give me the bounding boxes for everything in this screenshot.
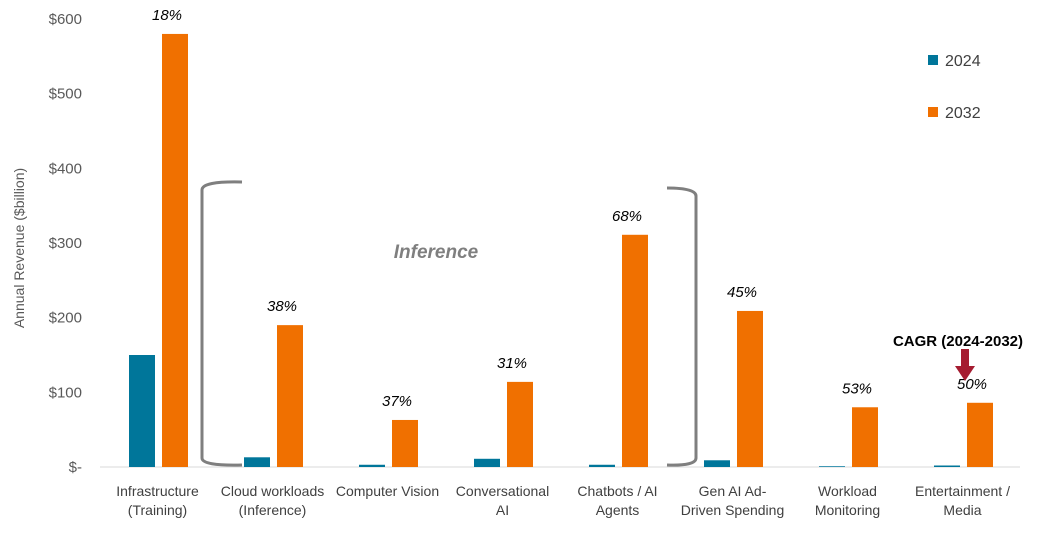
inference-bracket-left xyxy=(200,180,243,467)
category-label: Infrastructure xyxy=(116,483,199,499)
data-label: 18% xyxy=(152,7,182,24)
category-label: Gen AI Ad- xyxy=(699,483,767,499)
bar-2024 xyxy=(244,457,270,467)
legend-swatch xyxy=(928,107,938,117)
category-label: Driven Spending xyxy=(681,502,785,518)
inference-label: Inference xyxy=(394,242,479,263)
bar-2032 xyxy=(162,33,188,467)
category-label: Agents xyxy=(596,502,640,518)
data-labels: 18% 38% 37% 31% 68% 45% 53% 50% xyxy=(152,7,987,410)
y-tick-label: $- xyxy=(69,459,82,476)
category-label: AI xyxy=(496,502,509,518)
data-label: 37% xyxy=(382,393,412,410)
legend-swatch xyxy=(928,55,938,65)
category-label: Workload xyxy=(818,483,877,499)
category-label: Monitoring xyxy=(815,502,880,518)
bar-2032 xyxy=(622,234,648,467)
bar-2024 xyxy=(474,458,500,467)
cagr-label: CAGR (2024-2032) xyxy=(893,333,1023,350)
legend: 2024 2032 xyxy=(928,53,981,122)
annotations: Inference CAGR (2024-2032) xyxy=(200,180,1023,467)
bars xyxy=(129,33,993,467)
legend-label: 2024 xyxy=(945,53,981,70)
y-tick-label: $200 xyxy=(49,310,82,327)
bar-2024 xyxy=(589,464,615,467)
bar-2024 xyxy=(934,465,960,467)
category-label: Conversational xyxy=(456,483,549,499)
category-label: (Training) xyxy=(128,502,187,518)
bar-2032 xyxy=(277,325,303,467)
y-tick-label: $100 xyxy=(49,384,82,401)
bar-2024 xyxy=(819,466,845,467)
data-label: 68% xyxy=(612,208,642,225)
bar-2032 xyxy=(737,310,763,467)
data-label: 53% xyxy=(842,380,872,397)
y-tick-label: $400 xyxy=(49,160,82,177)
down-arrow-icon xyxy=(955,349,975,381)
legend-label: 2032 xyxy=(945,105,981,122)
category-label: Entertainment / xyxy=(915,483,1010,499)
data-label: 38% xyxy=(267,298,297,315)
bar-2032 xyxy=(852,407,878,467)
bar-2024 xyxy=(129,355,155,467)
bar-2024 xyxy=(359,464,385,467)
bar-2032 xyxy=(967,402,993,467)
category-labels: Infrastructure (Training) Cloud workloads (… xyxy=(116,483,1010,518)
category-label: (Inference) xyxy=(239,502,307,518)
inference-bracket-right xyxy=(666,186,698,467)
data-label: 45% xyxy=(727,284,757,301)
category-label: Computer Vision xyxy=(336,483,439,499)
category-label: Chatbots / AI xyxy=(577,483,657,499)
y-tick-label: $500 xyxy=(49,86,82,103)
y-axis-title: Annual Revenue ($billion) xyxy=(11,168,27,328)
bar-2032 xyxy=(507,381,533,467)
category-label: Cloud workloads xyxy=(221,483,325,499)
bar-2032 xyxy=(392,419,418,467)
y-tick-label: $300 xyxy=(49,235,82,252)
bar-2024 xyxy=(704,460,730,467)
category-label: Media xyxy=(943,502,981,518)
data-label: 31% xyxy=(497,355,527,372)
y-tick-label: $600 xyxy=(49,11,82,28)
data-label: 50% xyxy=(957,376,987,393)
